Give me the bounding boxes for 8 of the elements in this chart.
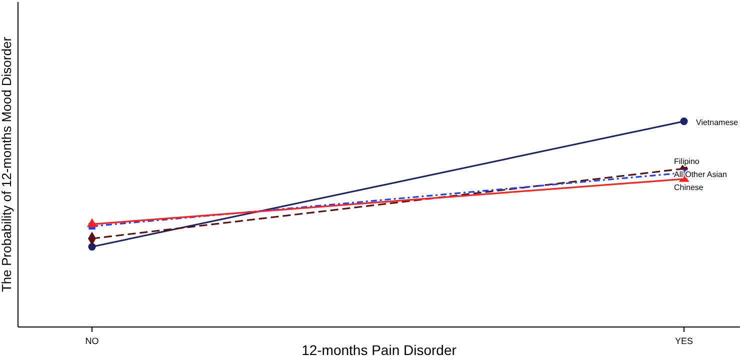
y-axis-title: The Probability of 12-months Mood Disorder [0, 36, 14, 292]
x-axis-title: 12-months Pain Disorder [302, 342, 457, 358]
x-tick-label: YES [674, 336, 694, 346]
point [680, 118, 688, 126]
series-label: Chinese [674, 183, 704, 192]
x-tick-label: NO [85, 336, 99, 346]
series-label: Vietnamese [696, 118, 739, 127]
series-label: Filipino [674, 157, 700, 166]
